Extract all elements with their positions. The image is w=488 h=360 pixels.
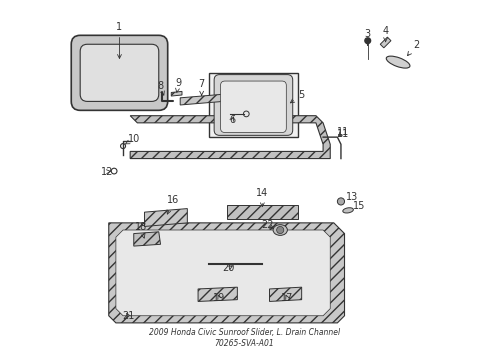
Text: 2: 2 (407, 40, 418, 55)
Text: 5: 5 (290, 90, 304, 103)
FancyBboxPatch shape (71, 35, 167, 111)
Text: 11: 11 (336, 127, 348, 138)
Polygon shape (108, 223, 344, 323)
Ellipse shape (342, 208, 353, 213)
Polygon shape (269, 287, 301, 301)
Polygon shape (180, 94, 223, 105)
Polygon shape (198, 287, 237, 301)
FancyBboxPatch shape (214, 75, 292, 135)
FancyBboxPatch shape (220, 81, 285, 132)
Text: 8: 8 (157, 81, 164, 95)
Polygon shape (144, 208, 187, 226)
Ellipse shape (272, 225, 287, 235)
Text: 21: 21 (122, 311, 134, 321)
Text: 1: 1 (116, 22, 122, 58)
Polygon shape (130, 116, 329, 158)
Text: 4: 4 (382, 26, 388, 42)
Text: 18: 18 (135, 222, 147, 238)
Text: 15: 15 (353, 201, 365, 211)
Circle shape (337, 198, 344, 205)
Text: 19: 19 (213, 293, 225, 303)
Polygon shape (116, 230, 329, 316)
Text: 12: 12 (101, 167, 113, 177)
Circle shape (364, 38, 370, 44)
Polygon shape (134, 232, 160, 246)
Text: 16: 16 (166, 195, 179, 214)
Polygon shape (171, 91, 182, 96)
FancyBboxPatch shape (80, 44, 159, 102)
Text: 3: 3 (364, 29, 370, 45)
Text: 6: 6 (228, 115, 235, 125)
Text: 14: 14 (256, 188, 268, 207)
Bar (208, 73, 298, 137)
Text: 7: 7 (198, 79, 204, 95)
Text: 22: 22 (261, 220, 273, 230)
Text: 2009 Honda Civic Sunroof Slider, L. Drain Channel
70265-SVA-A01: 2009 Honda Civic Sunroof Slider, L. Drai… (149, 328, 339, 348)
Text: 11: 11 (337, 129, 349, 139)
Polygon shape (226, 205, 298, 219)
Text: 13: 13 (346, 192, 358, 202)
Text: 9: 9 (175, 78, 181, 92)
Text: 20: 20 (222, 263, 234, 273)
Text: 17: 17 (281, 293, 293, 303)
Text: 10: 10 (124, 135, 140, 144)
Ellipse shape (386, 56, 409, 68)
Circle shape (276, 226, 283, 234)
Polygon shape (380, 37, 390, 48)
